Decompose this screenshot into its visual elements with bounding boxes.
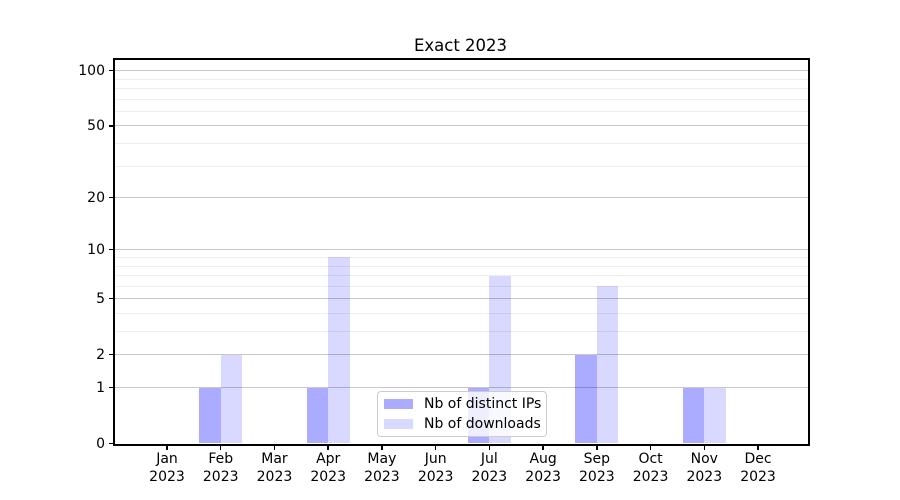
bar-ips-sep <box>575 354 597 444</box>
x-tick-label: May 2023 <box>364 451 400 485</box>
x-tick-label: Oct 2023 <box>632 451 669 485</box>
bar-ips-feb <box>199 387 221 444</box>
x-tick <box>220 445 222 450</box>
minor-gridline <box>114 312 808 314</box>
major-gridline <box>114 354 808 356</box>
x-tick <box>166 445 168 450</box>
x-tick <box>596 445 598 450</box>
bar-downloads-apr <box>328 257 350 444</box>
minor-gridline <box>114 165 808 167</box>
y-tick-label: 5 <box>96 290 105 307</box>
y-tick <box>108 442 114 445</box>
y-tick-label: 0 <box>96 435 105 452</box>
bar-ips-nov <box>682 387 705 444</box>
legend-item-downloads: Nb of downloads <box>384 414 541 434</box>
major-gridline <box>114 70 808 72</box>
y-tick-label: 20 <box>87 189 105 206</box>
y-tick-label: 100 <box>78 62 105 79</box>
minor-gridline <box>114 110 808 112</box>
minor-gridline <box>114 285 808 287</box>
x-tick-label: Dec 2023 <box>740 451 776 485</box>
minor-gridline <box>114 143 808 144</box>
y-tick-label: 1 <box>96 379 105 396</box>
minor-gridline <box>114 331 808 332</box>
x-tick <box>381 445 383 450</box>
x-tick-label: Apr 2023 <box>310 451 346 485</box>
y-tick <box>108 69 114 72</box>
y-tick <box>108 298 114 300</box>
y-tick <box>108 386 114 389</box>
x-tick-label: Sep 2023 <box>579 451 615 485</box>
x-tick <box>757 445 759 450</box>
legend-swatch-downloads <box>384 418 413 430</box>
minor-gridline <box>114 265 808 267</box>
y-tick <box>108 249 114 251</box>
bar-downloads-feb <box>220 354 243 444</box>
minor-gridline <box>114 88 808 89</box>
chart-title: Exact 2023 <box>413 36 508 55</box>
x-tick-label: Nov 2023 <box>686 451 723 485</box>
legend: Nb of distinct IPs Nb of downloads <box>377 391 547 437</box>
x-tick <box>327 445 329 450</box>
x-tick-label: Mar 2023 <box>256 451 293 485</box>
x-tick <box>703 445 705 450</box>
y-tick <box>108 196 114 199</box>
minor-gridline <box>114 98 808 100</box>
major-gridline <box>114 387 808 388</box>
major-gridline <box>114 125 808 127</box>
bar-downloads-nov <box>704 387 726 444</box>
y-tick-label: 50 <box>87 117 105 134</box>
major-gridline <box>114 197 808 199</box>
x-tick-label: Feb 2023 <box>202 451 239 485</box>
x-tick-label: Aug 2023 <box>525 451 561 485</box>
x-tick <box>542 445 544 450</box>
y-tick <box>108 354 114 356</box>
major-gridline <box>114 298 808 300</box>
bar-ips-apr <box>306 387 329 444</box>
minor-gridline <box>114 256 808 258</box>
y-tick-label: 10 <box>87 241 105 258</box>
minor-gridline <box>114 78 808 80</box>
x-tick-label: Jan 2023 <box>149 451 185 485</box>
legend-item-distinct-ips: Nb of distinct IPs <box>384 394 542 414</box>
y-tick <box>108 125 114 127</box>
x-tick <box>649 445 652 450</box>
x-tick <box>488 445 491 450</box>
bar-downloads-sep <box>596 286 619 444</box>
legend-label-distinct-ips: Nb of distinct IPs <box>424 396 542 412</box>
legend-label-downloads: Nb of downloads <box>424 416 541 432</box>
major-gridline <box>114 249 808 251</box>
minor-gridline <box>114 275 808 277</box>
x-tick <box>434 445 437 450</box>
x-tick-label: Jul 2023 <box>471 451 508 485</box>
x-tick <box>273 445 276 450</box>
x-tick-label: Jun 2023 <box>417 451 454 485</box>
legend-swatch-distinct-ips <box>384 398 413 410</box>
y-tick-label: 2 <box>96 346 105 363</box>
